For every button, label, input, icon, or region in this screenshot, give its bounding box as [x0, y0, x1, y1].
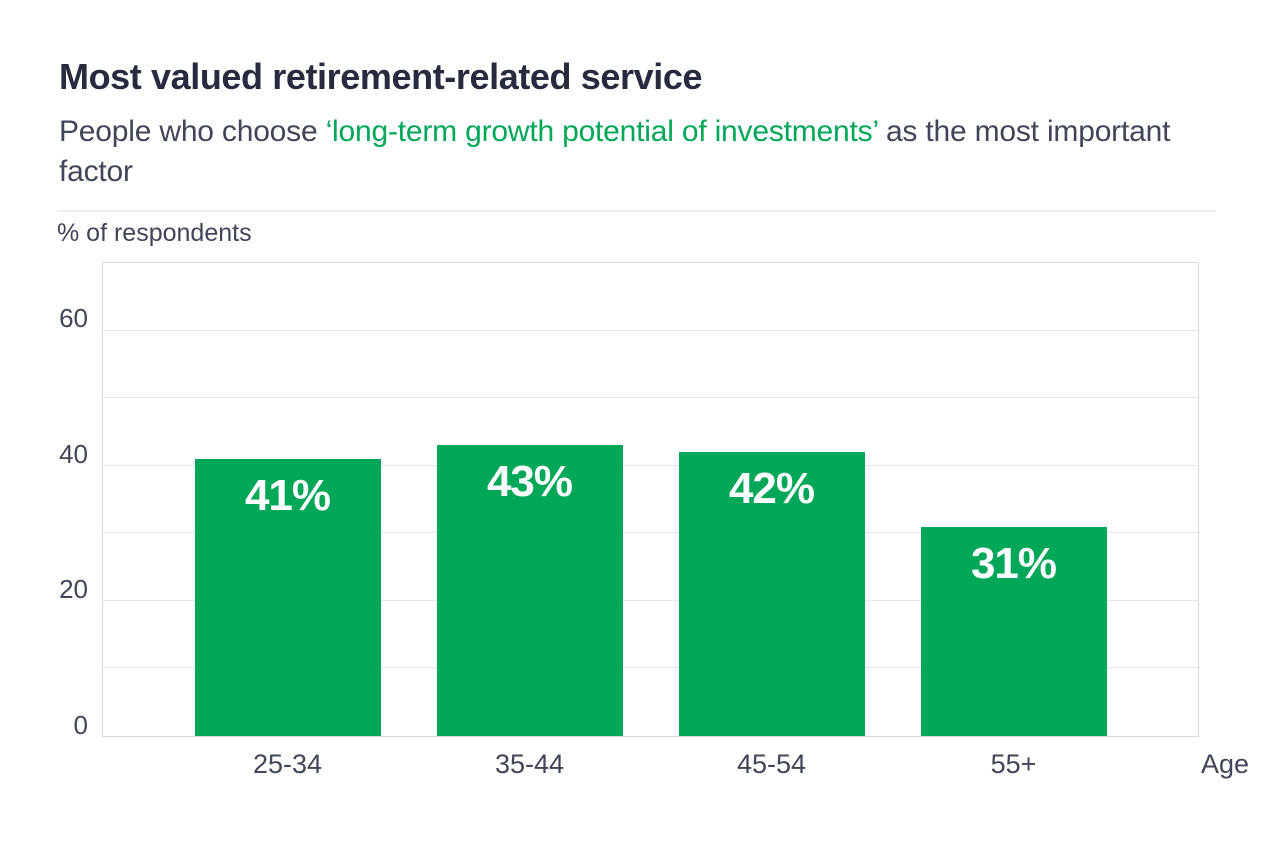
y-tick-label: 20 — [59, 574, 88, 605]
bar: 31% — [920, 526, 1107, 736]
x-tick-label: 45-54 — [736, 749, 807, 779]
y-axis-title: % of respondents — [57, 219, 252, 247]
bar-value-label: 43% — [486, 457, 573, 507]
x-axis-title: Age — [1201, 749, 1250, 779]
bar-value-label: 42% — [728, 464, 815, 514]
bar: 42% — [678, 452, 865, 736]
bar-value-label: 41% — [244, 470, 331, 520]
subtitle-suffix: as the most important factor — [59, 115, 1171, 188]
gridline — [103, 464, 1198, 466]
header-divider — [57, 210, 1216, 212]
gridline — [103, 599, 1198, 601]
bar: 43% — [436, 445, 623, 736]
x-axis-ticks: 25-34 35-44 45-54 55+ — [102, 749, 1199, 780]
subtitle-prefix: People who choose — [59, 115, 326, 148]
bar-value-label: 31% — [970, 538, 1057, 588]
subtitle-highlight: ‘long-term growth potential of investmen… — [325, 115, 878, 148]
x-tick-label: 55+ — [990, 749, 1037, 779]
bar: 41% — [194, 458, 381, 736]
x-tick-label: 35-44 — [494, 749, 565, 779]
x-tick-label: 25-34 — [252, 749, 323, 779]
gridline — [103, 397, 1198, 399]
gridline — [103, 532, 1198, 534]
gridline — [103, 329, 1198, 331]
chart-title: Most valued retirement-related service — [59, 56, 703, 97]
gridline — [103, 667, 1198, 669]
chart-subtitle: People who choose ‘long-term growth pote… — [59, 112, 1184, 192]
y-tick-label: 60 — [59, 302, 88, 333]
plot-area: 41% 43% 42% 31% — [102, 262, 1199, 737]
y-tick-label: 40 — [59, 438, 88, 469]
y-tick-label: 0 — [73, 710, 88, 740]
bar-group: 41% 43% 42% 31% — [103, 263, 1198, 736]
